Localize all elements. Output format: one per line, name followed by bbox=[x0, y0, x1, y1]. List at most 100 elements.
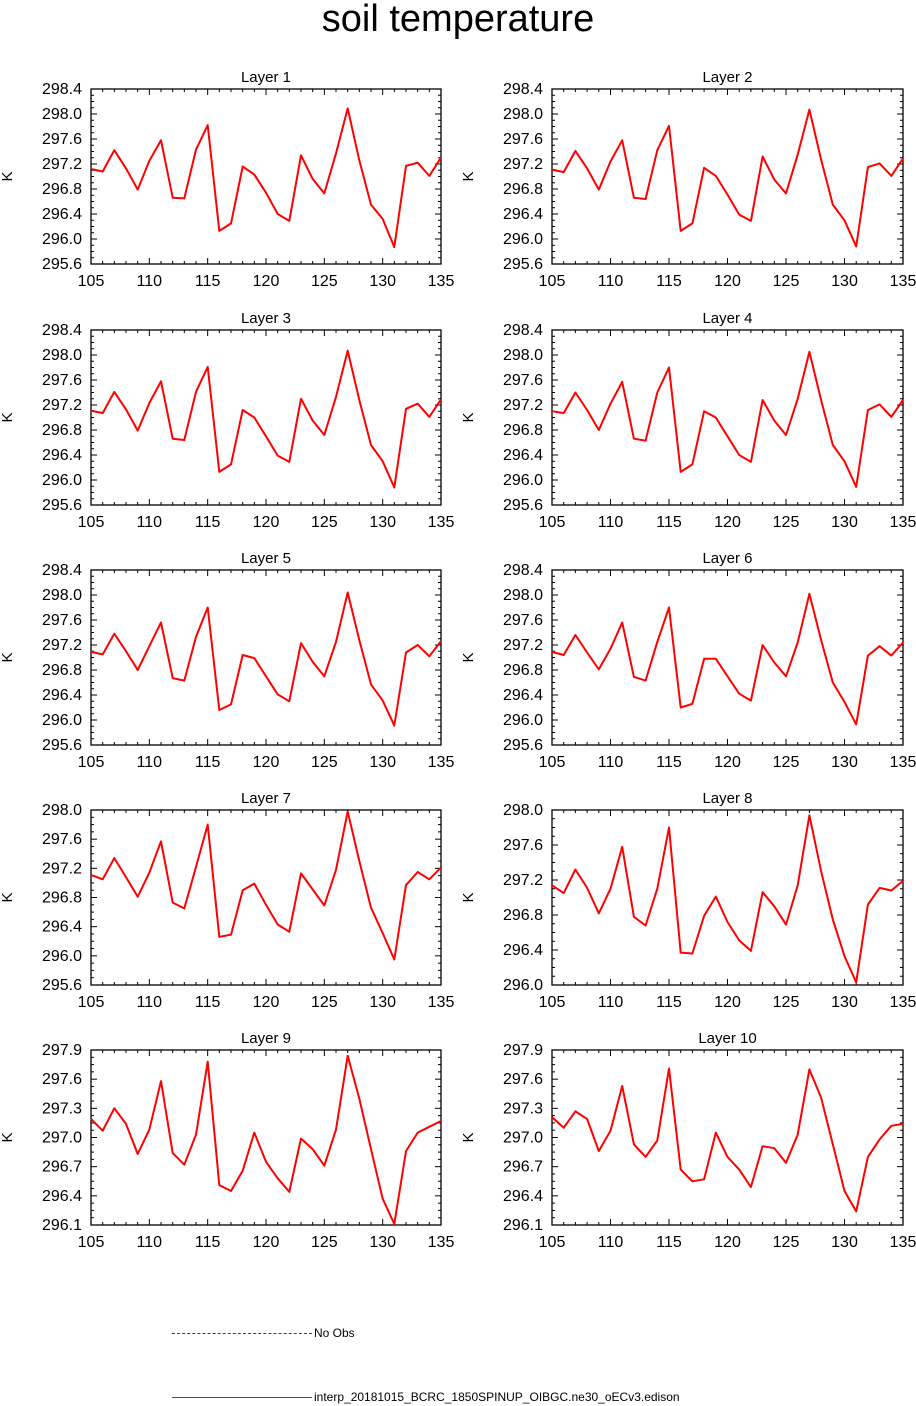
x-tick-label-layer-9: 130 bbox=[369, 1234, 396, 1251]
y-tick-label-layer-10: 297.6 bbox=[503, 1071, 543, 1088]
plot-frame-layer-9 bbox=[90, 1049, 442, 1226]
y-axis-label-layer-8: K bbox=[460, 892, 477, 902]
x-tick-label-layer-3: 135 bbox=[428, 514, 455, 531]
y-tick-label-layer-7: 296.4 bbox=[42, 919, 82, 936]
y-tick-label-layer-1: 297.2 bbox=[42, 156, 82, 173]
series-line-layer-7 bbox=[90, 810, 442, 961]
panel-title-layer-10: Layer 10 bbox=[698, 1030, 756, 1047]
panel-title-layer-1: Layer 1 bbox=[241, 69, 291, 86]
panel-title-layer-5: Layer 5 bbox=[241, 550, 291, 567]
y-tick-label-layer-10: 297.9 bbox=[503, 1042, 543, 1059]
x-tick-label-layer-2: 110 bbox=[598, 273, 624, 290]
y-tick-label-layer-9: 297.9 bbox=[42, 1042, 82, 1059]
y-tick-label-layer-2: 297.2 bbox=[503, 156, 543, 173]
x-tick-label-layer-10: 130 bbox=[831, 1234, 858, 1251]
y-tick-label-layer-5: 298.4 bbox=[42, 562, 82, 579]
x-tick-label-layer-4: 135 bbox=[890, 514, 916, 531]
x-tick-label-layer-5: 110 bbox=[137, 754, 163, 771]
x-tick-label-layer-6: 130 bbox=[831, 754, 858, 771]
y-tick-label-layer-7: 295.6 bbox=[42, 977, 82, 994]
y-tick-label-layer-10: 297.3 bbox=[503, 1100, 543, 1117]
y-tick-label-layer-2: 298.4 bbox=[503, 81, 543, 98]
x-tick-label-layer-3: 105 bbox=[78, 514, 105, 531]
y-tick-label-layer-5: 296.4 bbox=[42, 687, 82, 704]
y-tick-label-layer-4: 296.4 bbox=[503, 447, 543, 464]
panel-title-layer-7: Layer 7 bbox=[241, 790, 291, 807]
y-tick-label-layer-7: 297.2 bbox=[42, 860, 82, 877]
x-tick-label-layer-4: 110 bbox=[598, 514, 624, 531]
x-tick-label-layer-7: 110 bbox=[137, 994, 163, 1011]
x-tick-label-layer-6: 135 bbox=[890, 754, 916, 771]
x-tick-label-layer-9: 135 bbox=[428, 1234, 455, 1251]
panel-title-layer-6: Layer 6 bbox=[702, 550, 752, 567]
y-tick-label-layer-9: 296.7 bbox=[42, 1159, 82, 1176]
x-tick-label-layer-3: 115 bbox=[195, 514, 221, 531]
x-tick-label-layer-4: 130 bbox=[831, 514, 858, 531]
y-tick-label-layer-3: 296.0 bbox=[42, 472, 82, 489]
x-tick-label-layer-10: 105 bbox=[539, 1234, 566, 1251]
x-tick-label-layer-1: 135 bbox=[428, 273, 455, 290]
x-tick-label-layer-6: 105 bbox=[539, 754, 566, 771]
series-line-layer-5 bbox=[90, 591, 442, 727]
x-tick-label-layer-2: 105 bbox=[539, 273, 566, 290]
x-tick-label-layer-10: 110 bbox=[598, 1234, 624, 1251]
series-line-layer-2 bbox=[551, 108, 904, 248]
y-tick-label-layer-3: 295.6 bbox=[42, 497, 82, 514]
y-tick-label-layer-5: 297.6 bbox=[42, 612, 82, 629]
series-line-layer-3 bbox=[90, 349, 442, 489]
y-tick-label-layer-2: 295.6 bbox=[503, 256, 543, 273]
y-tick-label-layer-3: 296.8 bbox=[42, 422, 82, 439]
y-tick-label-layer-8: 297.2 bbox=[503, 872, 543, 889]
y-axis-label-layer-7: K bbox=[0, 892, 16, 902]
y-tick-label-layer-5: 296.0 bbox=[42, 712, 82, 729]
y-tick-label-layer-8: 296.4 bbox=[503, 942, 543, 959]
x-tick-label-layer-5: 115 bbox=[195, 754, 221, 771]
y-tick-label-layer-5: 297.2 bbox=[42, 637, 82, 654]
y-tick-label-layer-2: 297.6 bbox=[503, 131, 543, 148]
x-tick-label-layer-8: 115 bbox=[656, 994, 682, 1011]
x-tick-label-layer-5: 120 bbox=[253, 754, 280, 771]
x-tick-label-layer-8: 125 bbox=[773, 994, 800, 1011]
x-tick-label-layer-10: 135 bbox=[890, 1234, 916, 1251]
y-axis-label-layer-2: K bbox=[460, 171, 477, 181]
plot-frame-layer-7 bbox=[90, 809, 442, 986]
legend-label-obs: No Obs bbox=[314, 1326, 355, 1340]
x-tick-label-layer-7: 130 bbox=[369, 994, 396, 1011]
x-tick-label-layer-8: 135 bbox=[890, 994, 916, 1011]
y-tick-label-layer-4: 297.6 bbox=[503, 372, 543, 389]
x-tick-label-layer-2: 115 bbox=[656, 273, 682, 290]
y-tick-label-layer-1: 296.0 bbox=[42, 231, 82, 248]
y-tick-label-layer-2: 296.4 bbox=[503, 206, 543, 223]
x-tick-label-layer-5: 105 bbox=[78, 754, 105, 771]
y-tick-label-layer-1: 295.6 bbox=[42, 256, 82, 273]
y-tick-label-layer-6: 297.2 bbox=[503, 637, 543, 654]
y-tick-label-layer-4: 295.6 bbox=[503, 497, 543, 514]
y-tick-label-layer-10: 297.0 bbox=[503, 1130, 543, 1147]
series-line-layer-4 bbox=[551, 350, 904, 488]
panel-title-layer-8: Layer 8 bbox=[702, 790, 752, 807]
panel-title-layer-4: Layer 4 bbox=[702, 310, 752, 327]
y-tick-label-layer-1: 296.4 bbox=[42, 206, 82, 223]
y-tick-label-layer-8: 296.8 bbox=[503, 907, 543, 924]
panel-title-layer-3: Layer 3 bbox=[241, 310, 291, 327]
y-tick-label-layer-3: 297.6 bbox=[42, 372, 82, 389]
x-tick-label-layer-1: 105 bbox=[78, 273, 105, 290]
x-tick-label-layer-9: 110 bbox=[137, 1234, 163, 1251]
series-line-layer-8 bbox=[551, 814, 904, 984]
x-tick-label-layer-1: 120 bbox=[253, 273, 280, 290]
y-tick-label-layer-2: 298.0 bbox=[503, 106, 543, 123]
x-tick-label-layer-10: 120 bbox=[714, 1234, 741, 1251]
y-tick-label-layer-10: 296.1 bbox=[503, 1217, 543, 1234]
x-tick-label-layer-5: 125 bbox=[311, 754, 338, 771]
x-tick-label-layer-9: 105 bbox=[78, 1234, 105, 1251]
x-tick-label-layer-4: 125 bbox=[773, 514, 800, 531]
y-axis-label-layer-4: K bbox=[460, 412, 477, 422]
y-tick-label-layer-7: 296.0 bbox=[42, 948, 82, 965]
x-tick-label-layer-6: 110 bbox=[598, 754, 624, 771]
y-tick-label-layer-10: 296.4 bbox=[503, 1188, 543, 1205]
y-axis-label-layer-10: K bbox=[460, 1132, 477, 1142]
y-axis-label-layer-5: K bbox=[0, 652, 16, 662]
y-tick-label-layer-6: 296.8 bbox=[503, 662, 543, 679]
x-tick-label-layer-7: 105 bbox=[78, 994, 105, 1011]
